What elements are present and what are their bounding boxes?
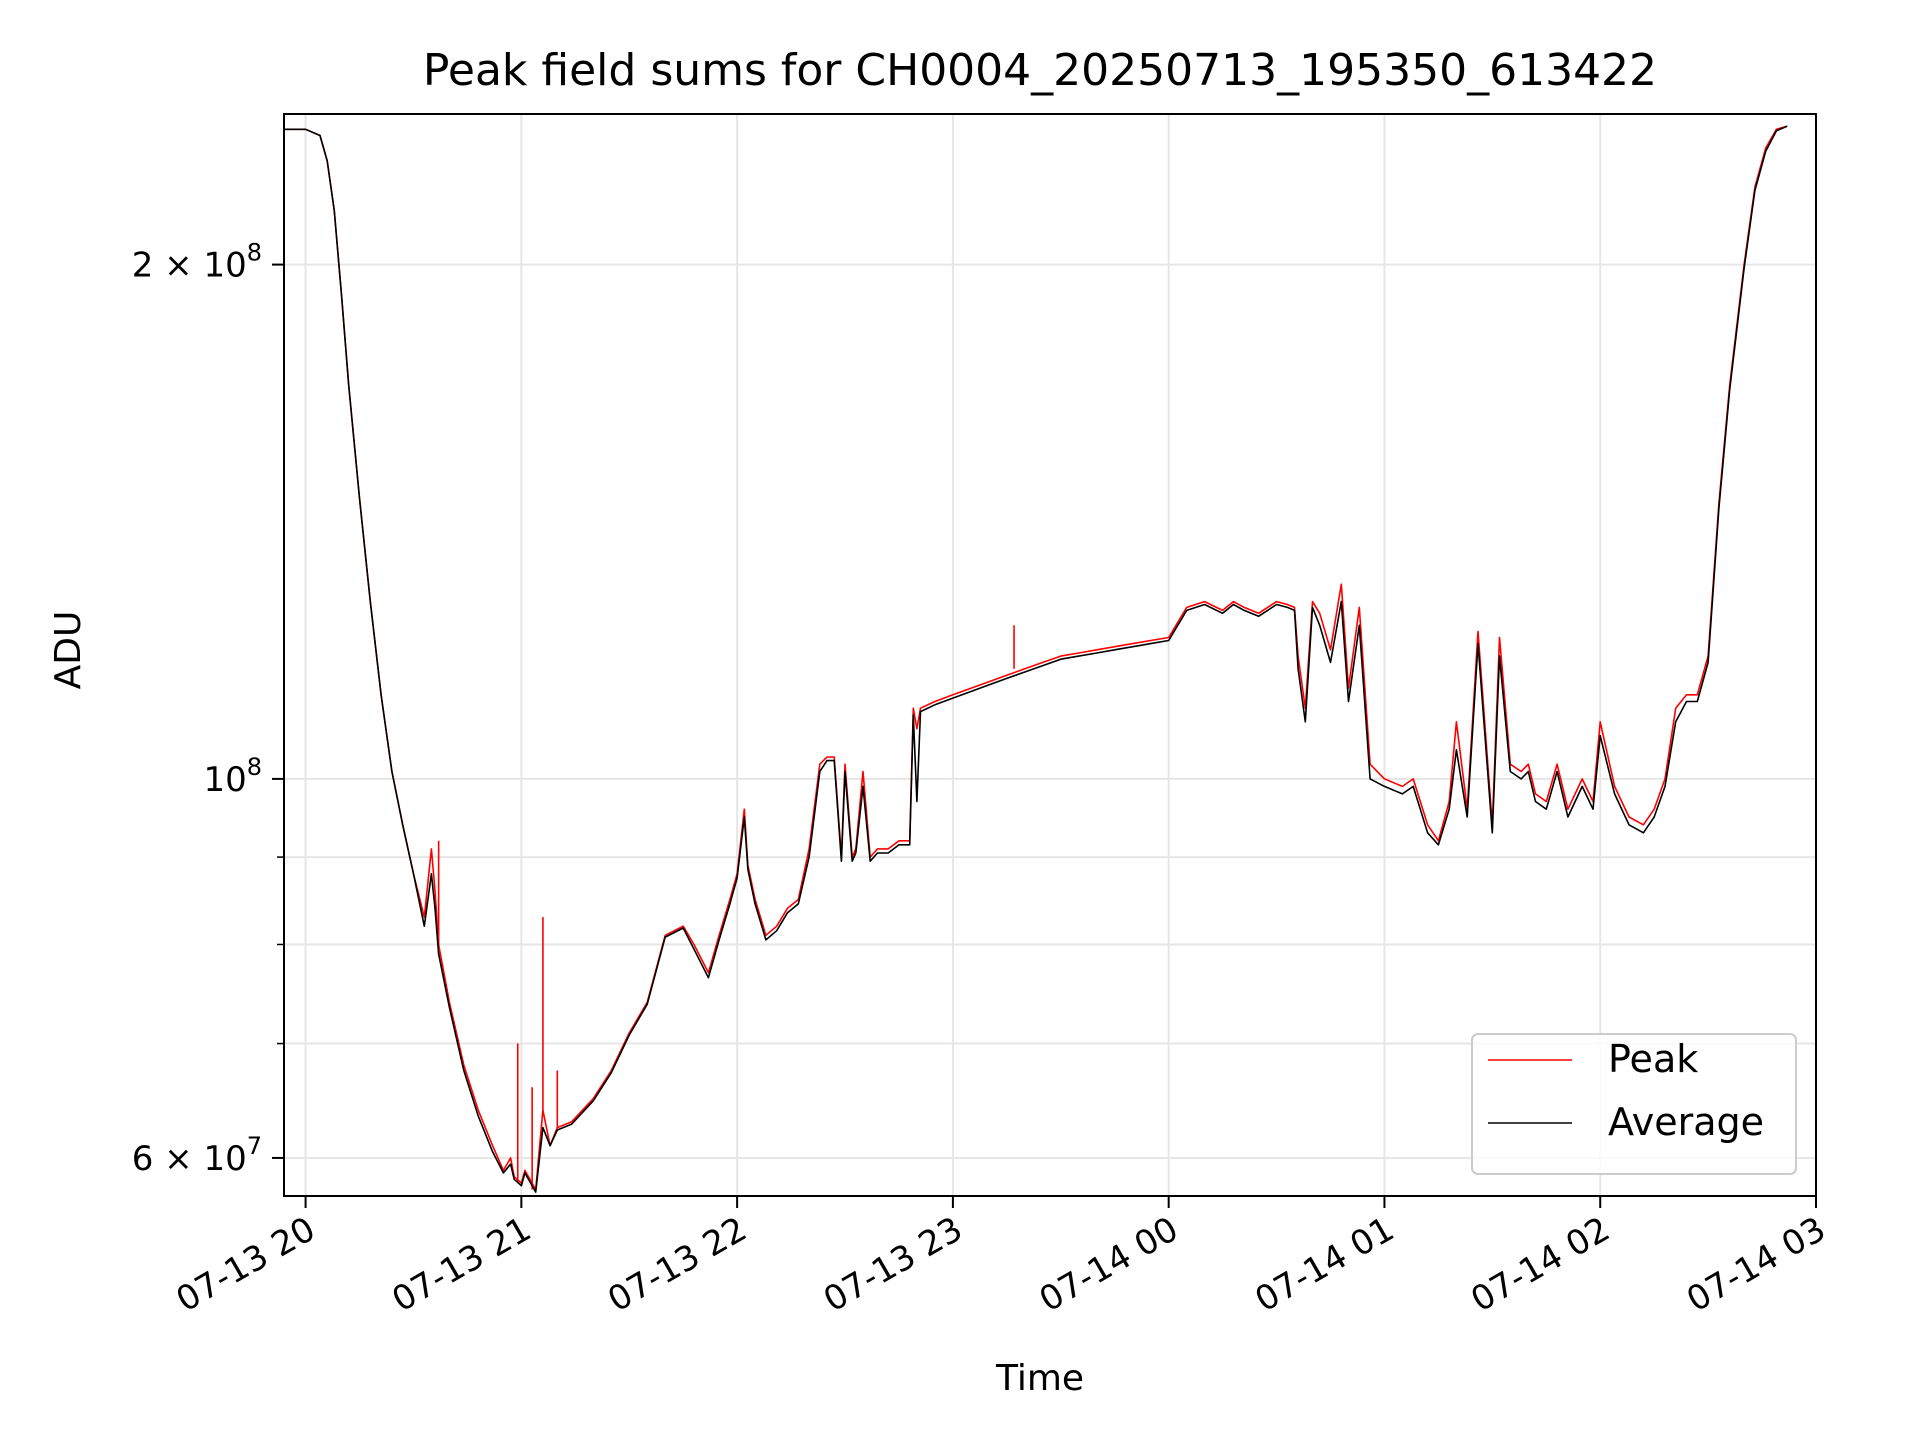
legend-label-average: Average (1608, 1100, 1764, 1144)
plot-frame (283, 113, 1817, 1197)
y-tick-label-0: 6 × 107 (132, 1132, 262, 1179)
legend-label-peak: Peak (1608, 1037, 1698, 1081)
series-line-peak (284, 125, 1788, 1191)
series-line-average (284, 125, 1788, 1193)
x-axis-label: Time (995, 1358, 1084, 1399)
y-tick-label-2: 2 × 108 (132, 239, 262, 286)
y-axis-label: ADU (48, 611, 89, 690)
legend: Peak Average (1471, 1033, 1797, 1175)
series-layer (284, 125, 1788, 1193)
legend-box (1471, 1033, 1797, 1175)
chart-title: Peak field sums for CH0004_20250713_1953… (423, 45, 1657, 96)
